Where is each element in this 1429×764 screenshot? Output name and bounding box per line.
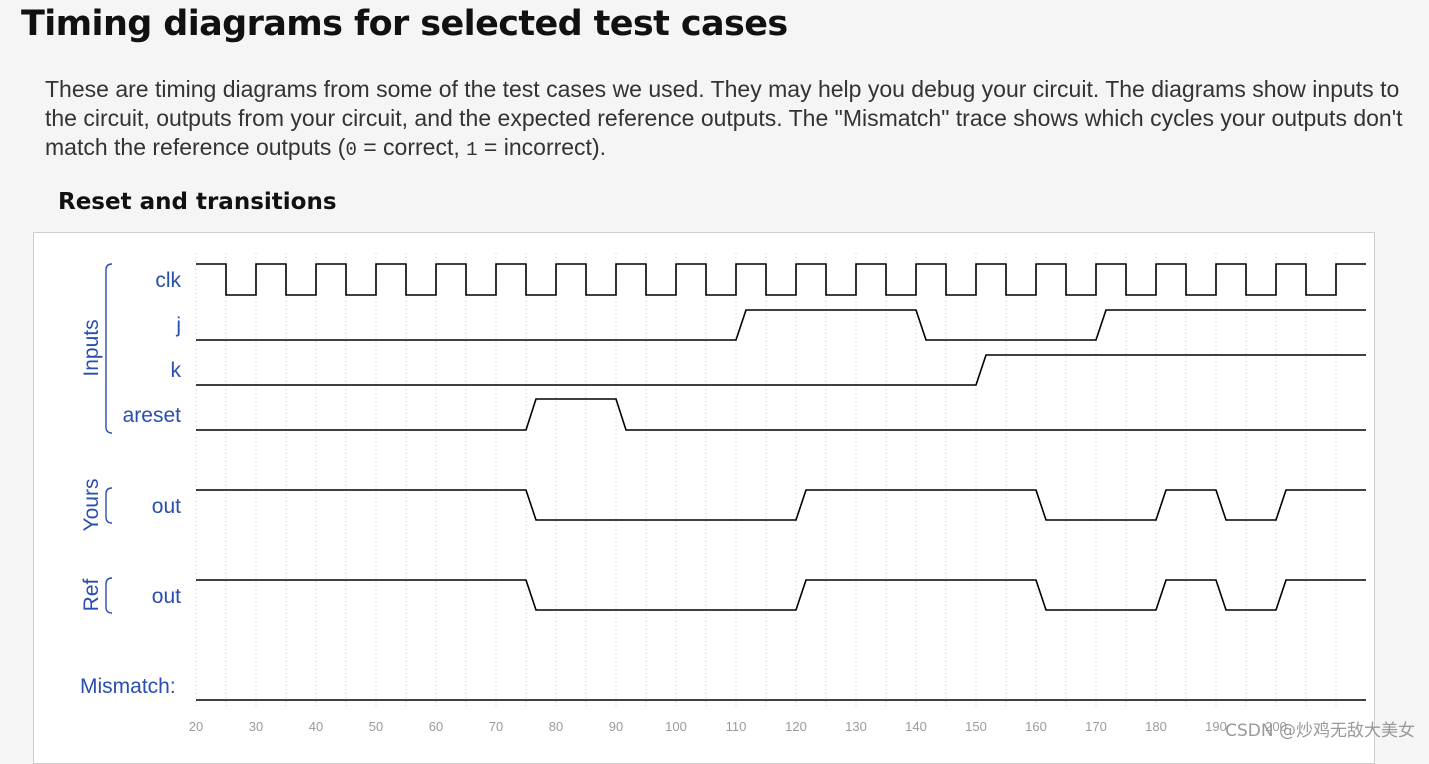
tick-label: 150 (965, 719, 987, 734)
tick-label: 90 (609, 719, 623, 734)
tick-label: 180 (1145, 719, 1167, 734)
bracket-ref (105, 577, 113, 614)
watermark: CSDN @炒鸡无敌大美女 (1225, 721, 1415, 741)
tick-label: 50 (369, 719, 383, 734)
intro-code-incorrect: 1 (466, 139, 478, 161)
grid-lines (195, 253, 1337, 708)
intro-paragraph: These are timing diagrams from some of t… (45, 75, 1425, 165)
bracket-yours (105, 487, 113, 524)
tick-label: 190 (1205, 719, 1227, 734)
signal-label-k: k (171, 359, 182, 382)
waveform-ref_out (196, 579, 1366, 611)
tick-label: 30 (249, 719, 263, 734)
signal-labels: clk jk areset out out Mismatch: Inputs Yours Ref (80, 269, 182, 698)
tick-label: 200 (1265, 719, 1287, 734)
tick-label: 170 (1085, 719, 1107, 734)
waveform-areset (196, 398, 1366, 431)
signal-label-j: j (175, 314, 181, 337)
group-label-ref: Ref (80, 578, 103, 611)
signal-label-yours-out: out (152, 495, 181, 518)
tick-label: 80 (549, 719, 563, 734)
waveforms (196, 263, 1366, 701)
tick-label: 120 (785, 719, 807, 734)
intro-text-3: = incorrect). (477, 134, 607, 160)
tick-label: 60 (429, 719, 443, 734)
timing-diagram: clk j k areset out out Mismatch: Inputs Yours Ref… (33, 232, 1375, 764)
timing-diagram-canvas: clk jk areset out out Mismatch: Inputs Yours Ref… (80, 253, 1366, 734)
tick-label: 110 (726, 719, 747, 734)
tick-label: 70 (489, 719, 503, 734)
section-title: Reset and transitions (58, 189, 337, 215)
tick-label: 40 (309, 719, 323, 734)
tick-label: 100 (665, 719, 687, 734)
page-title: Timing diagrams for selected test cases (21, 4, 788, 44)
signal-label-ref-out: out (152, 585, 181, 608)
tick-label: 20 (189, 719, 203, 734)
signal-label-clk: clk (155, 269, 181, 292)
mismatch-label: Mismatch: (80, 675, 176, 698)
group-label-yours: Yours (80, 479, 103, 532)
waveform-k (196, 354, 1366, 386)
group-brackets (105, 263, 113, 614)
tick-label: 140 (905, 719, 927, 734)
waveform-yours_out (196, 489, 1366, 521)
tick-label: 160 (1025, 719, 1047, 734)
waveform-j (196, 309, 1366, 341)
time-axis-ticks: 20 30 40 50 60 70 80 90 100 110 120 130 140 150 160 170… (189, 719, 1287, 734)
group-label-inputs: Inputs (80, 319, 103, 376)
intro-text-2: = correct, (356, 134, 467, 160)
signal-label-areset: areset (123, 404, 182, 427)
bracket-inputs (105, 263, 113, 434)
waveform-clk (196, 263, 1366, 296)
intro-text-1: These are timing diagrams from some of t… (45, 76, 1403, 160)
intro-code-correct: 0 (345, 139, 357, 161)
tick-label: 130 (845, 719, 867, 734)
